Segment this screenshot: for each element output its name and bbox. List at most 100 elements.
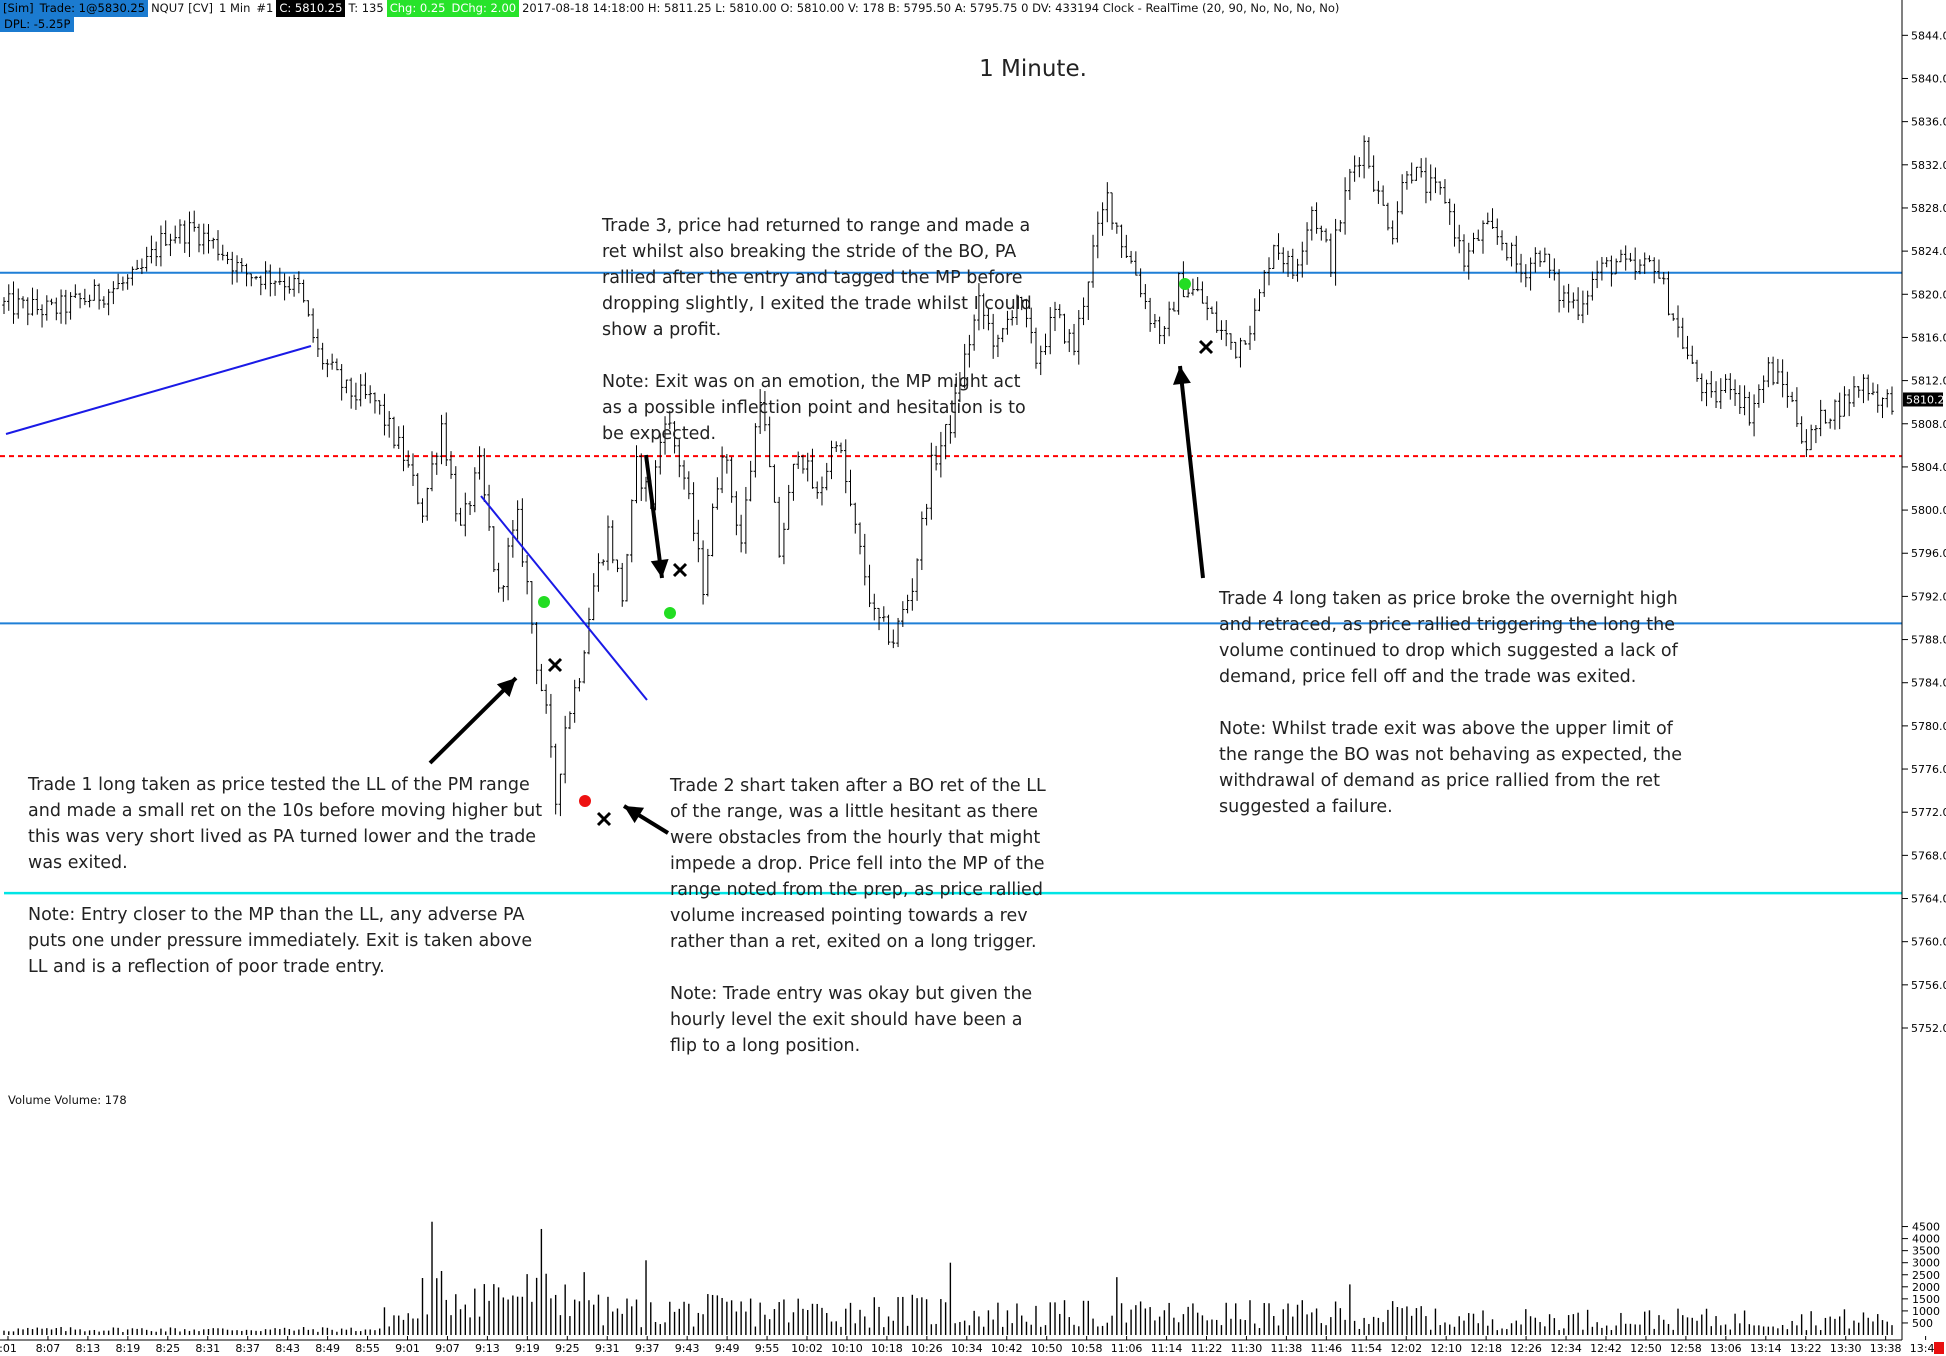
ohlc-bar bbox=[473, 467, 477, 513]
time-tick-label: 12:26 bbox=[1510, 1342, 1542, 1355]
ohlc-bar bbox=[1837, 392, 1842, 430]
price-tick-label: 5820.00 bbox=[1911, 288, 1946, 301]
ohlc-bar bbox=[1747, 391, 1752, 426]
ohlc-bar bbox=[1661, 272, 1666, 285]
ohlc-bar bbox=[744, 486, 748, 554]
time-tick-label: 11:22 bbox=[1191, 1342, 1223, 1355]
ohlc-bar bbox=[1699, 373, 1704, 402]
ohlc-bar bbox=[658, 433, 663, 475]
ohlc-bar bbox=[710, 503, 715, 557]
ohlc-bar bbox=[1386, 202, 1390, 231]
ohlc-bar bbox=[30, 287, 35, 316]
ohlc-bar bbox=[1424, 157, 1428, 204]
ohlc-bar bbox=[1238, 337, 1243, 368]
ohlc-bar bbox=[197, 223, 201, 253]
ohlc-bar bbox=[406, 450, 411, 468]
ohlc-bar bbox=[1157, 316, 1162, 344]
volume-tick-label: 1000 bbox=[1912, 1305, 1940, 1318]
ohlc-bar bbox=[135, 259, 139, 270]
time-tick-label: 8:13 bbox=[76, 1342, 101, 1355]
price-tick-label: 5768.00 bbox=[1911, 849, 1946, 862]
ohlc-bar bbox=[1324, 228, 1328, 243]
ohlc-bar bbox=[991, 313, 995, 359]
ohlc-bar bbox=[187, 211, 192, 257]
ohlc-bar bbox=[1319, 225, 1324, 241]
ohlc-bar bbox=[1081, 297, 1086, 326]
ohlc-bar bbox=[1057, 304, 1062, 319]
ohlc-bar bbox=[168, 233, 173, 257]
time-tick-label: 10:42 bbox=[991, 1342, 1023, 1355]
ohlc-bar bbox=[1481, 220, 1485, 254]
ohlc-bar bbox=[125, 274, 130, 290]
volume-tick-label: 2500 bbox=[1912, 1269, 1940, 1282]
ohlc-bar bbox=[1795, 387, 1799, 427]
ohlc-bar bbox=[1115, 222, 1119, 234]
ohlc-bar bbox=[1504, 242, 1509, 261]
ohlc-bar bbox=[506, 537, 510, 601]
time-tick-label: 9:07 bbox=[435, 1342, 460, 1355]
ohlc-bar bbox=[154, 241, 158, 267]
price-tick-label: 5760.00 bbox=[1911, 936, 1946, 949]
ohlc-bar bbox=[1804, 429, 1809, 457]
time-tick-label: 12:18 bbox=[1470, 1342, 1502, 1355]
time-tick-label: 8:07 bbox=[36, 1342, 61, 1355]
time-tick-label: 10:50 bbox=[1031, 1342, 1063, 1355]
ohlc-bar bbox=[1852, 376, 1856, 407]
ohlc-bar bbox=[1395, 201, 1400, 243]
ohlc-bar bbox=[1438, 181, 1443, 195]
ohlc-bar bbox=[358, 374, 363, 407]
time-tick-label: 8:43 bbox=[275, 1342, 300, 1355]
sim-badge: [Sim] bbox=[0, 0, 37, 17]
time-tick-label: 9:55 bbox=[755, 1342, 780, 1355]
dpl-badge: DPL: -5.25P bbox=[0, 17, 75, 32]
ohlc-bar bbox=[116, 273, 120, 290]
ohlc-bar bbox=[1723, 374, 1728, 393]
ohlc-bar bbox=[886, 614, 891, 645]
ohlc-bar bbox=[306, 300, 311, 317]
ohlc-bar bbox=[1262, 270, 1267, 297]
ohlc-bar bbox=[363, 372, 368, 399]
ohlc-bar bbox=[1885, 389, 1890, 408]
trade1-exit-marker bbox=[547, 657, 563, 673]
ohlc-bar bbox=[268, 264, 273, 297]
ohlc-bar bbox=[1619, 249, 1623, 263]
volume-tick-label: 2000 bbox=[1912, 1281, 1940, 1294]
ohlc-bar bbox=[1500, 230, 1504, 251]
ohlc-bar bbox=[1276, 233, 1281, 260]
ohlc-bar bbox=[577, 678, 582, 692]
ohlc-bar bbox=[601, 559, 606, 566]
ohlc-bar bbox=[1300, 241, 1305, 278]
time-tick-label: 10:34 bbox=[951, 1342, 983, 1355]
ohlc-bar bbox=[877, 607, 881, 631]
ohlc-bar bbox=[287, 276, 292, 294]
volume-label: Volume Volume: 178 bbox=[8, 1093, 127, 1107]
ohlc-bar bbox=[1638, 259, 1642, 275]
time-tick-label: 8:19 bbox=[115, 1342, 140, 1355]
time-tick-label: 12:02 bbox=[1390, 1342, 1422, 1355]
ohlc-bar bbox=[1381, 185, 1385, 206]
ohlc-bar bbox=[1219, 320, 1224, 340]
ohlc-bar bbox=[1176, 272, 1181, 315]
ohlc-bar bbox=[1224, 320, 1229, 347]
price-tick-label: 5788.00 bbox=[1911, 634, 1946, 647]
ohlc-bar bbox=[1652, 257, 1657, 284]
ohlc-bar bbox=[815, 481, 820, 499]
time-tick-label: 11:46 bbox=[1310, 1342, 1342, 1355]
time-tick-label: 13:14 bbox=[1750, 1342, 1782, 1355]
ohlc-bar bbox=[1771, 356, 1775, 386]
ohlc-bar bbox=[520, 498, 525, 567]
ohlc-bar bbox=[2, 297, 6, 314]
ohlc-bar bbox=[216, 230, 220, 261]
time-tick-label: 9:37 bbox=[635, 1342, 660, 1355]
ohlc-bar bbox=[1738, 385, 1742, 414]
ohlc-bar bbox=[339, 364, 344, 401]
ohlc-bar bbox=[1871, 382, 1875, 396]
ohlc-bar bbox=[1766, 357, 1771, 388]
ohlc-bar bbox=[544, 684, 548, 714]
time-tick-label: 11:14 bbox=[1151, 1342, 1183, 1355]
ohlc-bar bbox=[1305, 222, 1309, 265]
ohlc-bar bbox=[49, 298, 54, 306]
last-price-badge bbox=[1903, 392, 1943, 407]
ohlc-bar bbox=[625, 553, 629, 602]
